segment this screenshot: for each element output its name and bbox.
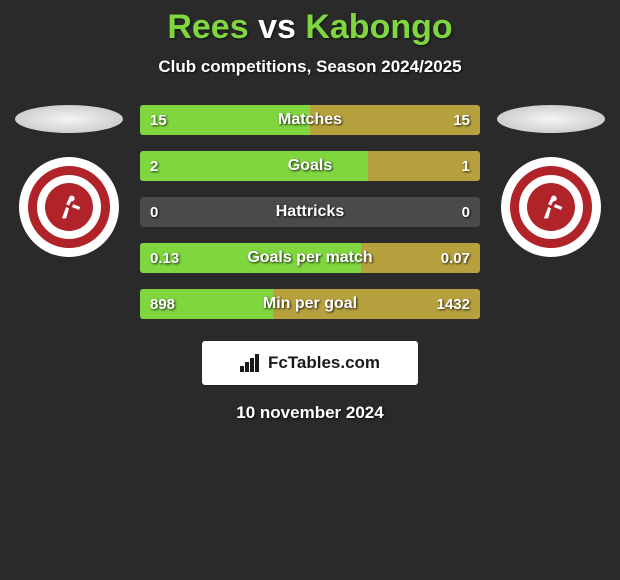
- player2-club-badge-icon: [501, 157, 601, 257]
- title-vs: vs: [258, 8, 296, 46]
- archer-icon: [52, 190, 86, 224]
- stats-table: 15Matches15 2Goals1 0Hattricks0 0.13Goals p…: [134, 105, 486, 319]
- stat-value-right: 1432: [427, 296, 480, 313]
- brand-text: FcTables.com: [268, 353, 380, 373]
- page-title: Rees vs Kabongo: [0, 0, 620, 47]
- player2-side: [486, 105, 616, 257]
- stat-row: 898Min per goal1432: [140, 289, 480, 319]
- player1-club-badge-icon: [19, 157, 119, 257]
- stat-value-right: 0: [452, 204, 480, 221]
- archer-icon: [534, 190, 568, 224]
- stat-row: 0Hattricks0: [140, 197, 480, 227]
- stat-label: Hattricks: [140, 203, 480, 221]
- content-row: 15Matches15 2Goals1 0Hattricks0 0.13Goals p…: [0, 105, 620, 319]
- brand-badge: FcTables.com: [202, 341, 418, 385]
- stat-row: 15Matches15: [140, 105, 480, 135]
- player1-side: [4, 105, 134, 257]
- title-player1: Rees: [167, 8, 248, 46]
- stat-value-right: 15: [443, 112, 480, 129]
- stat-value-right: 0.07: [431, 250, 480, 267]
- comparison-card: Rees vs Kabongo Club competitions, Seaso…: [0, 0, 620, 423]
- title-player2: Kabongo: [305, 8, 452, 46]
- bars-icon: [240, 354, 262, 372]
- stat-label: Goals per match: [140, 249, 480, 267]
- subtitle: Club competitions, Season 2024/2025: [0, 57, 620, 77]
- date-label: 10 november 2024: [0, 403, 620, 423]
- stat-row: 2Goals1: [140, 151, 480, 181]
- stat-row: 0.13Goals per match0.07: [140, 243, 480, 273]
- player2-avatar-icon: [497, 105, 605, 133]
- stat-label: Goals: [140, 157, 480, 175]
- player1-avatar-icon: [15, 105, 123, 133]
- stat-label: Matches: [140, 111, 480, 129]
- stat-value-right: 1: [452, 158, 480, 175]
